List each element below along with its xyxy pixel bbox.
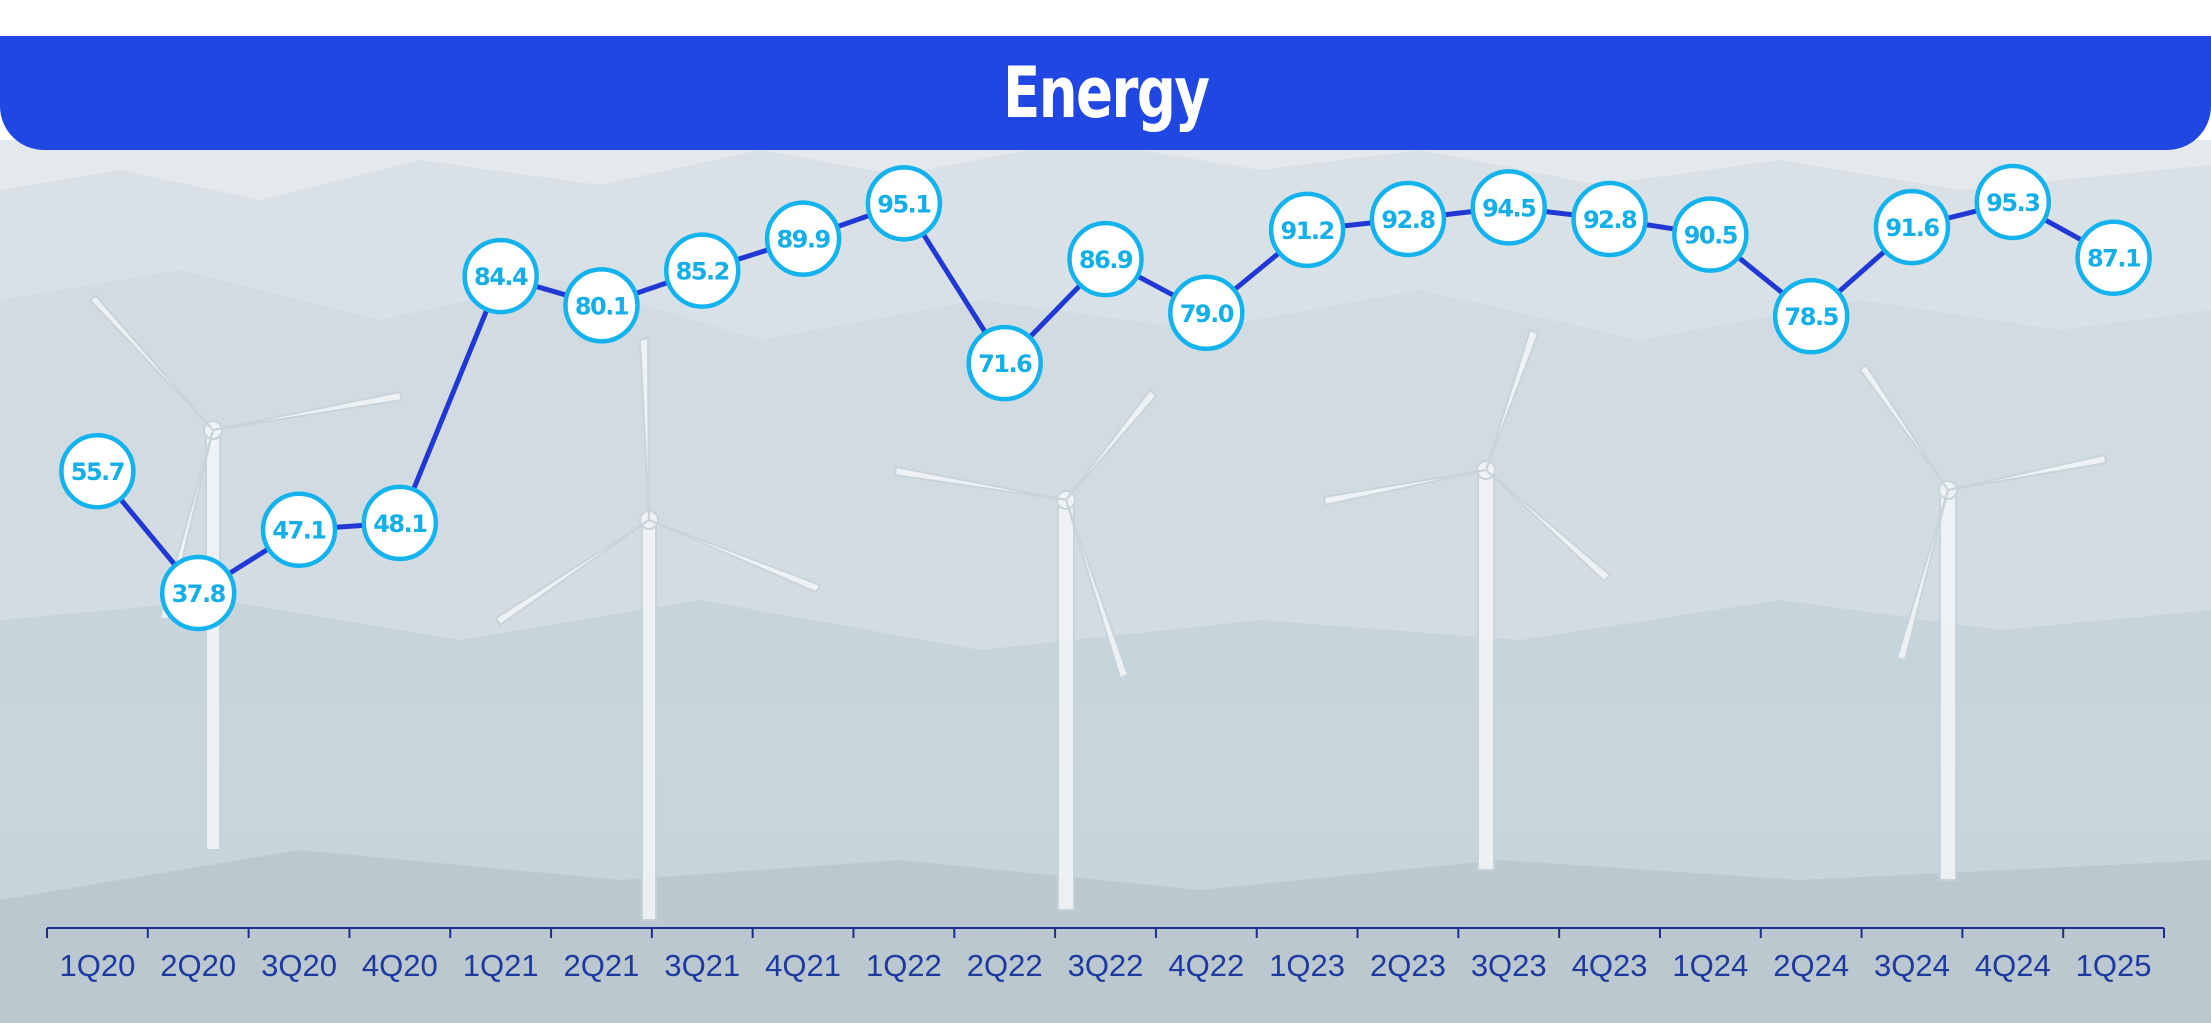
x-tick-label: 4Q22 — [1168, 948, 1244, 983]
data-point-marker — [260, 491, 338, 568]
x-tick-label: 2Q20 — [160, 948, 236, 983]
data-label: 90.5 — [1684, 222, 1738, 250]
x-tick-label: 3Q22 — [1068, 948, 1144, 983]
data-label: 87.1 — [2087, 245, 2141, 273]
turbine-3 — [893, 388, 1158, 911]
data-label: 78.5 — [1785, 303, 1839, 331]
data-label: 92.8 — [1381, 206, 1435, 234]
data-point-marker — [1873, 188, 1951, 266]
data-label: 48.1 — [373, 510, 427, 538]
data-label: 85.2 — [676, 258, 729, 286]
data-label: 92.8 — [1583, 206, 1637, 234]
data-label: 86.9 — [1079, 246, 1133, 274]
data-label: 89.9 — [776, 226, 830, 254]
data-point-marker — [462, 237, 539, 315]
data-point: 78.5 — [1772, 277, 1850, 355]
turbine-1 — [88, 294, 404, 851]
x-tick-label: 1Q25 — [2076, 948, 2152, 983]
data-point-marker — [1268, 191, 1346, 269]
data-points: 55.7 37.8 47.1 48.1 84.4 80.1 85.2 89.9 95.1 71.6… — [59, 163, 2152, 632]
data-point: 37.8 — [159, 554, 237, 632]
data-point-marker — [1974, 163, 2052, 241]
data-label: 79.0 — [1180, 300, 1234, 328]
data-point-marker — [1168, 274, 1245, 352]
x-tick-label: 2Q23 — [1370, 948, 1446, 983]
data-point: 55.7 — [59, 432, 136, 510]
data-label: 71.6 — [978, 350, 1032, 378]
data-point-marker — [966, 324, 1043, 402]
x-tick-label: 4Q24 — [1975, 948, 2051, 983]
data-point-marker — [1772, 277, 1850, 355]
foreground-hill — [0, 850, 2211, 1023]
data-point: 86.9 — [1067, 220, 1144, 298]
data-label: 80.1 — [575, 292, 629, 320]
data-point-marker — [159, 554, 237, 632]
mountain-range-mid — [0, 270, 2211, 700]
x-tick-label: 1Q22 — [866, 948, 942, 983]
data-label: 84.4 — [474, 263, 528, 291]
data-point-marker — [1369, 180, 1447, 258]
turbine-4 — [1322, 328, 1612, 871]
data-point: 92.8 — [1369, 180, 1447, 258]
turbine-5 — [1858, 363, 2108, 881]
chart-title: Energy — [1002, 52, 1210, 134]
data-point-marker — [1571, 180, 1648, 258]
data-label: 47.1 — [272, 517, 326, 545]
data-point-marker — [1067, 220, 1144, 298]
data-point: 48.1 — [361, 484, 439, 562]
data-point: 94.5 — [1470, 169, 1547, 246]
data-label: 95.3 — [1986, 189, 2039, 217]
data-point: 80.1 — [563, 267, 640, 344]
data-label: 94.5 — [1482, 194, 1536, 222]
data-point-marker — [361, 484, 439, 562]
data-point: 89.9 — [764, 200, 842, 277]
data-point-marker — [59, 432, 136, 510]
x-tick-label: 3Q20 — [261, 948, 337, 983]
data-point: 85.2 — [664, 232, 741, 309]
data-point: 71.6 — [966, 324, 1043, 402]
data-point: 79.0 — [1168, 274, 1245, 352]
x-tick-label: 4Q21 — [765, 948, 841, 983]
x-tick-label: 3Q23 — [1471, 948, 1547, 983]
x-tick-label: 2Q22 — [967, 948, 1043, 983]
data-label: 55.7 — [71, 458, 124, 486]
x-tick-label: 1Q20 — [59, 948, 135, 983]
x-tick-label: 3Q21 — [664, 948, 740, 983]
data-point-marker — [764, 200, 842, 277]
data-point: 84.4 — [462, 237, 539, 315]
data-label: 95.1 — [877, 190, 931, 218]
data-point-marker — [664, 232, 741, 309]
data-point: 91.2 — [1268, 191, 1346, 269]
x-tick-label: 3Q24 — [1874, 948, 1950, 983]
data-label: 37.8 — [172, 580, 226, 608]
title-bar: Energy — [0, 36, 2211, 150]
turbine-2 — [494, 336, 822, 921]
data-label: 91.6 — [1885, 214, 1939, 242]
data-point: 87.1 — [2075, 219, 2152, 296]
data-point: 90.5 — [1672, 196, 1749, 273]
x-tick-label: 2Q24 — [1773, 948, 1849, 983]
x-tick-label: 4Q23 — [1572, 948, 1648, 983]
data-point: 95.3 — [1974, 163, 2052, 241]
x-tick-label: 4Q20 — [362, 948, 438, 983]
x-tick-label: 1Q23 — [1269, 948, 1345, 983]
data-label: 91.2 — [1281, 217, 1334, 245]
x-axis-tick-labels: 1Q20 2Q20 3Q20 4Q20 1Q21 2Q21 3Q21 4Q21 1Q22 2Q22… — [59, 948, 2151, 983]
data-point-marker — [2075, 219, 2152, 296]
data-point: 92.8 — [1571, 180, 1648, 258]
x-axis — [46, 927, 2165, 938]
data-point-marker — [1672, 196, 1749, 273]
data-point-marker — [1470, 169, 1547, 246]
x-tick-label: 2Q21 — [564, 948, 640, 983]
data-point: 95.1 — [865, 165, 943, 242]
x-tick-label: 1Q24 — [1672, 948, 1748, 983]
data-point-marker — [865, 165, 943, 242]
x-tick-label: 1Q21 — [463, 948, 539, 983]
data-point: 91.6 — [1873, 188, 1951, 266]
data-point: 47.1 — [260, 491, 338, 568]
data-point-marker — [563, 267, 640, 344]
